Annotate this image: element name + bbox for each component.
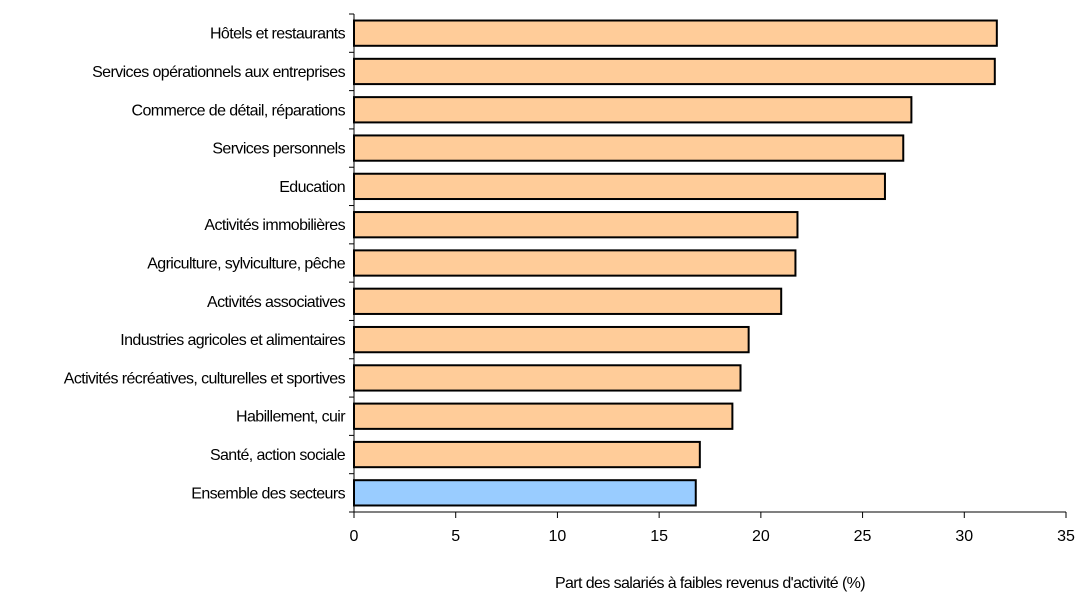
bars-group xyxy=(353,19,998,507)
category-label-11: Santé, action sociale xyxy=(210,447,346,464)
x-tick-label: 0 xyxy=(350,528,359,545)
x-tick-label: 35 xyxy=(1057,528,1075,545)
bar-6 xyxy=(353,249,797,277)
x-tick-label: 25 xyxy=(854,528,872,545)
category-label-2: Commerce de détail, réparations xyxy=(131,102,345,119)
category-label-1: Services opérationnels aux entreprises xyxy=(92,64,346,81)
bar-4 xyxy=(353,172,886,201)
x-tick-label: 20 xyxy=(752,528,770,545)
category-label-7: Activités associatives xyxy=(207,294,346,311)
category-label-4: Education xyxy=(279,179,345,196)
bar-5 xyxy=(353,211,799,239)
bar-8 xyxy=(353,325,750,354)
bar-7 xyxy=(353,287,783,315)
bar-2 xyxy=(353,96,913,124)
category-label-9: Activités récréatives, culturelles et sp… xyxy=(64,370,346,387)
category-label-0: Hôtels et restaurants xyxy=(210,26,346,43)
bar-10 xyxy=(353,402,734,430)
x-tick-label: 10 xyxy=(549,528,567,545)
category-label-5: Activités immobilières xyxy=(204,217,345,234)
x-axis-ticks: 0 5 10 15 20 25 30 35 xyxy=(350,512,1075,545)
category-label-3: Services personnels xyxy=(212,141,345,158)
category-label-6: Agriculture, sylviculture, pêche xyxy=(147,256,345,273)
y-axis-ticks xyxy=(349,13,354,513)
category-labels: Hôtels et restaurants Services opérationn… xyxy=(64,26,347,503)
x-tick-label: 5 xyxy=(451,528,460,545)
x-axis-title: Part des salariés à faibles revenus d'ac… xyxy=(555,575,865,592)
x-tick-label: 15 xyxy=(650,528,668,545)
category-label-12: Ensemble des secteurs xyxy=(191,485,345,502)
category-label-8: Industries agricoles et alimentaires xyxy=(120,332,345,349)
bar-12 xyxy=(353,479,697,507)
bar-1 xyxy=(353,57,996,86)
category-label-10: Habillement, cuir xyxy=(236,409,346,426)
bar-3 xyxy=(353,134,905,162)
bar-0 xyxy=(353,19,998,47)
bar-11 xyxy=(353,440,701,469)
x-tick-label: 30 xyxy=(955,528,973,545)
bar-9 xyxy=(353,364,742,392)
